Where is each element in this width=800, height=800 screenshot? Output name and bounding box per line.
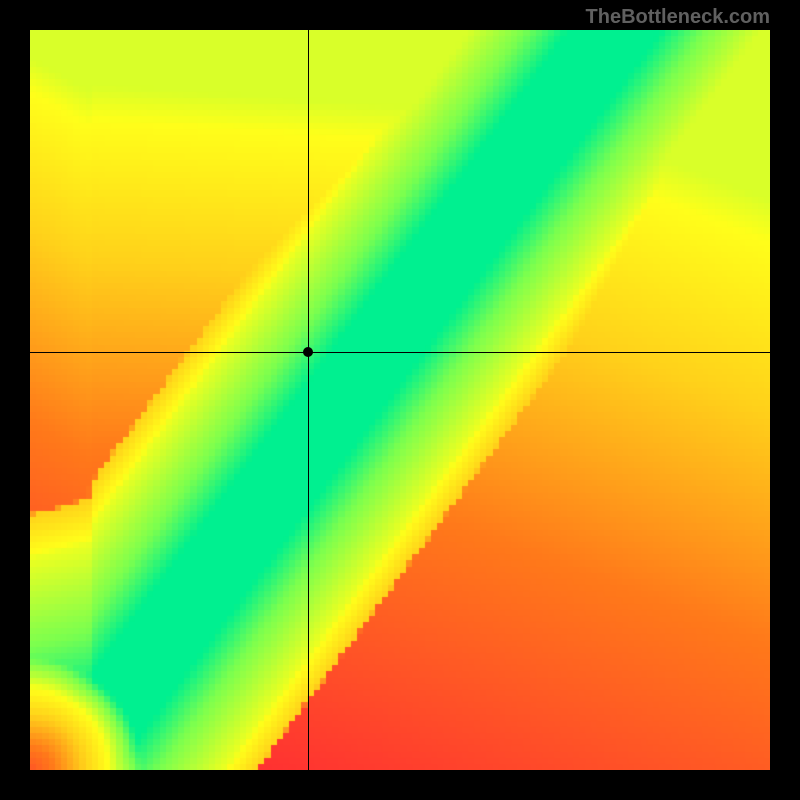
heatmap-plot	[30, 30, 770, 770]
crosshair-horizontal	[30, 352, 770, 353]
marker-point	[303, 347, 313, 357]
watermark-text: TheBottleneck.com	[586, 6, 770, 29]
root: TheBottleneck.com	[0, 0, 800, 800]
heatmap-canvas	[30, 30, 770, 770]
crosshair-vertical	[308, 30, 309, 770]
